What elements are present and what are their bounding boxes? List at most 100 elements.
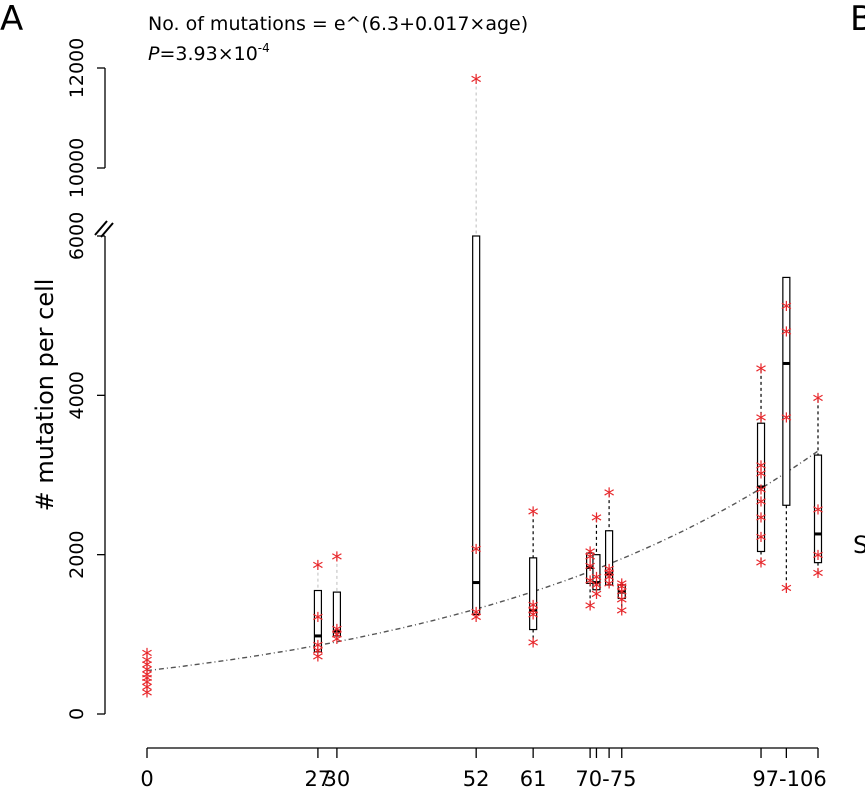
- box-52: [472, 235, 481, 616]
- data-point-0-6: *: [142, 657, 153, 682]
- fit-curve-layer: [146, 450, 819, 672]
- data-point-97-0: *: [756, 555, 767, 580]
- data-point-75-0: *: [616, 603, 627, 628]
- data-point-73-1: *: [604, 570, 615, 595]
- y-axis: 0 2000 4000 6000 10000 12000: [66, 38, 114, 720]
- data-point-27-0: *: [312, 649, 323, 674]
- y-tick-label-0: 0: [66, 708, 88, 720]
- x-tick-label-61: 61: [520, 767, 547, 791]
- data-point-27-3: *: [312, 609, 323, 634]
- data-point-71-2: *: [591, 570, 602, 595]
- data-point-0-2: *: [142, 675, 153, 700]
- p-value-mantissa: =3.93×10: [159, 43, 257, 65]
- data-point-75-3: *: [616, 579, 627, 604]
- p-value-italic-p: P: [148, 43, 160, 65]
- data-point-0-5: *: [142, 662, 153, 687]
- data-points-layer: ********* *******************************…: [142, 72, 824, 711]
- x-tick-label-97-106: 97-106: [752, 767, 826, 791]
- data-point-75-4: *: [616, 576, 627, 601]
- data-point-101-0: *: [781, 581, 792, 606]
- x-tick-label-27: 27: [305, 767, 332, 791]
- y-tick-label-6000: 6000: [66, 212, 88, 260]
- y-axis-break-mark-1: [94, 220, 108, 236]
- data-point-70-2: *: [585, 558, 596, 583]
- p-value-annotation: P=3.93×10-4: [148, 41, 270, 65]
- y-axis-break-mark-2: [100, 222, 114, 238]
- box-106: [813, 454, 823, 564]
- box-73: [605, 530, 614, 586]
- box-30: [332, 591, 342, 637]
- data-point-97-7: *: [756, 410, 767, 435]
- data-point-52-0: *: [471, 609, 482, 634]
- data-point-75-1: *: [616, 592, 627, 617]
- panel-label-a: A: [0, 0, 23, 39]
- data-point-73-0: *: [604, 576, 615, 601]
- fit-formula-annotation: No. of mutations = e^(6.3+0.017×age): [148, 13, 528, 35]
- x-tick-label-52: 52: [463, 767, 490, 791]
- data-point-61-4: *: [528, 504, 539, 529]
- data-point-106-2: *: [813, 502, 824, 527]
- data-point-101-3: *: [781, 324, 792, 349]
- data-point-97-2: *: [756, 510, 767, 535]
- x-tick-label-70-75: 70-75: [575, 767, 636, 791]
- data-point-101-1: *: [781, 410, 792, 435]
- data-point-73-3: *: [604, 562, 615, 587]
- data-point-71-0: *: [591, 586, 602, 611]
- data-point-0-7: *: [142, 652, 153, 677]
- data-point-70-1: *: [585, 573, 596, 598]
- data-point-30-1: *: [331, 627, 342, 652]
- box-27: [313, 589, 323, 653]
- data-point-27-4: *: [312, 558, 323, 583]
- data-point-70-4: *: [585, 544, 596, 569]
- data-point-97-6: *: [756, 458, 767, 483]
- data-point-71-3: *: [591, 510, 602, 535]
- data-point-71-1: *: [591, 578, 602, 603]
- data-point-75-2: *: [616, 584, 627, 609]
- box-71: [592, 554, 601, 591]
- data-point-97-5: *: [756, 466, 767, 491]
- data-point-97-4: *: [756, 482, 767, 507]
- data-point-52-2: *: [471, 542, 482, 567]
- fit-curve: [146, 450, 819, 672]
- data-point-30-3: *: [331, 549, 342, 574]
- data-point-70-3: *: [585, 549, 596, 574]
- data-point-0-8: *: [142, 645, 153, 670]
- box-101: [782, 276, 791, 506]
- data-point-30-2: *: [331, 621, 342, 646]
- data-point-106-3: *: [813, 390, 824, 415]
- data-point-61-3: *: [528, 597, 539, 622]
- data-point-52-1: *: [471, 605, 482, 630]
- data-point-27-2: *: [312, 637, 323, 662]
- y-axis-label: # mutation per cell: [31, 279, 59, 512]
- data-point-97-1: *: [756, 530, 767, 555]
- box-61: [529, 557, 538, 631]
- data-point-61-0: *: [528, 635, 539, 660]
- data-point-30-0: *: [331, 632, 342, 657]
- y-tick-label-12000: 12000: [66, 38, 88, 98]
- data-point-73-2: *: [604, 565, 615, 590]
- panel-label-b-partial: B: [850, 0, 865, 39]
- data-point-97-8: *: [756, 361, 767, 386]
- boxplot-layer: [313, 80, 823, 659]
- data-point-106-0: *: [813, 566, 824, 591]
- y-tick-label-10000: 10000: [66, 138, 88, 198]
- data-point-61-2: *: [528, 603, 539, 628]
- data-point-106-1: *: [813, 547, 824, 572]
- data-point-52-3: *: [471, 72, 482, 97]
- data-point-97-3: *: [756, 494, 767, 519]
- x-tick-label-30: 30: [324, 767, 351, 791]
- y-tick-label-4000: 4000: [66, 371, 88, 419]
- data-point-0-0: *: [142, 685, 153, 710]
- data-point-61-1: *: [528, 607, 539, 632]
- panel-text-partial: S: [853, 531, 865, 559]
- x-tick-label-0: 0: [140, 767, 153, 791]
- data-point-0-1: *: [142, 680, 153, 705]
- data-point-27-1: *: [312, 643, 323, 668]
- data-point-0-4: *: [142, 667, 153, 692]
- y-tick-label-2000: 2000: [66, 530, 88, 578]
- data-point-0-3: *: [142, 671, 153, 696]
- data-point-73-4: *: [604, 485, 615, 510]
- p-value-exponent: -4: [258, 41, 270, 55]
